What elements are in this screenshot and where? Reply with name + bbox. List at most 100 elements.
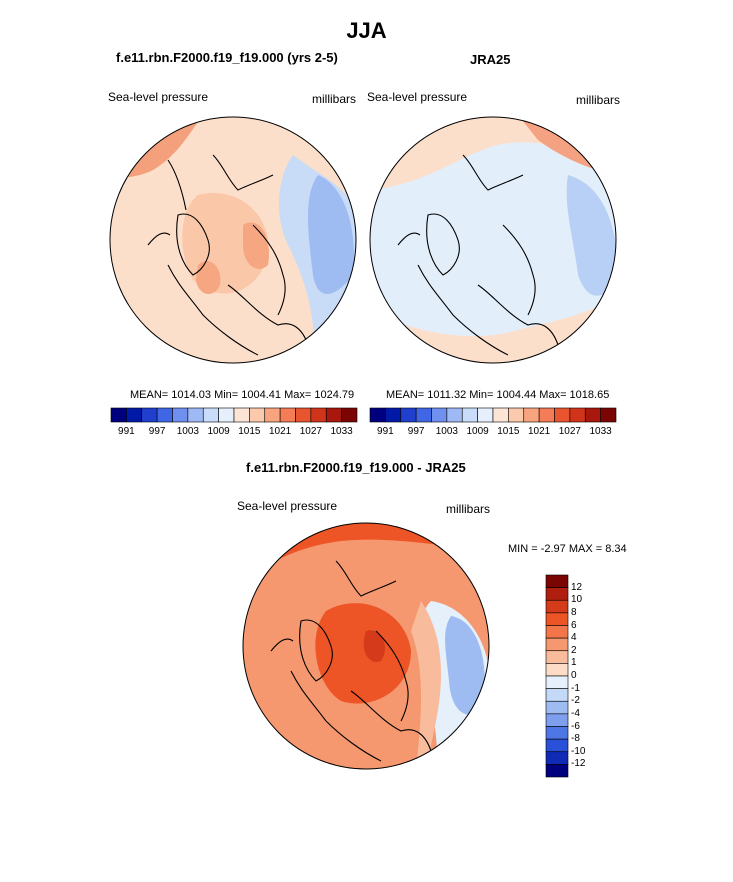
model-variable-label: Sea-level pressure: [108, 90, 209, 104]
colorbar-swatch: [545, 637, 569, 652]
colorbar-swatch: [369, 407, 386, 423]
difference-positive-center-core: [363, 630, 386, 662]
colorbar-swatch: [202, 407, 219, 423]
obs-panel-title: JRA25: [470, 52, 511, 67]
colorbar-swatch: [545, 713, 569, 727]
obs-low-west-region: [566, 175, 616, 296]
colorbar-swatch: [492, 407, 509, 423]
colorbar-tick-label: 1033: [589, 426, 612, 437]
colorbar-tick-label: 1015: [238, 426, 261, 437]
model-siberian-high: [243, 222, 269, 269]
colorbar-swatch: [569, 407, 586, 423]
colorbar-swatch: [545, 587, 569, 601]
colorbar-swatch: [545, 574, 569, 588]
obs-colorbar: [369, 407, 617, 423]
colorbar-swatch: [545, 675, 569, 689]
obs-polar-map: [369, 116, 617, 364]
colorbar-tick-label: 8: [571, 606, 577, 618]
colorbar-swatch: [446, 407, 463, 423]
obs-units-label: millibars: [576, 93, 621, 107]
colorbar-tick-label: 6: [571, 619, 577, 631]
model-colorbar: [110, 407, 358, 423]
colorbar-tick-label: 1021: [269, 426, 292, 437]
colorbar-swatch: [310, 407, 327, 423]
colorbar-tick-label: 12: [571, 581, 583, 593]
colorbar-swatch: [325, 407, 342, 423]
colorbar-swatch: [156, 407, 173, 423]
colorbar-tick-label: -12: [571, 758, 586, 770]
difference-positive-center: [315, 603, 411, 704]
colorbar-swatch: [110, 407, 127, 423]
colorbar-swatch: [141, 407, 158, 423]
colorbar-swatch: [554, 407, 571, 423]
colorbar-swatch: [545, 738, 569, 753]
colorbar-swatch: [545, 764, 569, 778]
colorbar-tick-label: 991: [377, 426, 394, 437]
colorbar-swatch: [545, 612, 569, 626]
model-stats: MEAN= 1014.03 Min= 1004.41 Max= 1024.79: [130, 389, 355, 401]
colorbar-tick-label: 1003: [176, 426, 199, 437]
colorbar-tick-label: 1021: [528, 426, 551, 437]
colorbar-tick-label: 1009: [207, 426, 230, 437]
model-panel-title: f.e11.rbn.F2000.f19_f19.000 (yrs 2-5): [116, 50, 338, 65]
colorbar-swatch: [126, 407, 143, 423]
colorbar-swatch: [385, 407, 402, 423]
colorbar-swatch: [341, 407, 358, 423]
colorbar-swatch: [545, 599, 569, 614]
difference-units-label: millibars: [446, 502, 491, 516]
colorbar-tick-label: 10: [571, 594, 583, 606]
model-coastlines: [147, 154, 309, 356]
colorbar-tick-label: -6: [571, 720, 580, 732]
model-units-label: millibars: [312, 92, 357, 106]
colorbar-swatch: [545, 688, 569, 702]
colorbar-tick-label: 2: [571, 644, 577, 656]
difference-variable-label: Sea-level pressure: [237, 499, 338, 513]
colorbar-swatch: [172, 407, 189, 423]
colorbar-tick-label: -1: [571, 682, 580, 694]
difference-stats: MIN = -2.97 MAX = 8.34: [508, 543, 627, 555]
colorbar-swatch: [584, 407, 601, 423]
colorbar-swatch: [415, 407, 432, 423]
colorbar-swatch: [600, 407, 617, 423]
colorbar-tick-label: 997: [148, 426, 166, 437]
colorbar-swatch: [545, 663, 569, 677]
colorbar-swatch: [279, 407, 296, 423]
colorbar-swatch: [538, 407, 555, 423]
colorbar-tick-label: 1027: [558, 426, 581, 437]
colorbar-tick-label: 991: [118, 426, 135, 437]
model-polar-map: [109, 116, 357, 364]
colorbar-tick-label: 1033: [330, 426, 353, 437]
colorbar-swatch: [477, 407, 494, 423]
colorbar-tick-label: -4: [571, 707, 580, 719]
colorbar-tick-label: 1015: [497, 426, 520, 437]
obs-variable-label: Sea-level pressure: [367, 90, 468, 104]
colorbar-swatch: [187, 407, 204, 423]
colorbar-swatch: [508, 407, 525, 423]
difference-polar-map: [242, 522, 490, 770]
colorbar-swatch: [523, 407, 540, 423]
colorbar-tick-label: -8: [571, 733, 580, 745]
model-greenland-high: [196, 261, 221, 295]
colorbar-swatch: [249, 407, 266, 423]
colorbar-tick-label: 1003: [435, 426, 458, 437]
model-low-core: [308, 175, 354, 294]
colorbar-tick-label: -2: [571, 695, 580, 707]
colorbar-swatch: [218, 407, 235, 423]
colorbar-swatch: [400, 407, 417, 423]
colorbar-swatch: [545, 700, 569, 715]
colorbar-tick-label: 1027: [299, 426, 322, 437]
colorbar-tick-label: 0: [571, 670, 577, 681]
colorbar-swatch: [545, 726, 569, 740]
colorbar-swatch: [545, 625, 569, 639]
difference-weak-positive-band: [411, 601, 441, 769]
figure-title: JJA: [346, 18, 387, 43]
colorbar-swatch: [233, 407, 250, 423]
colorbar-swatch: [431, 407, 448, 423]
colorbar-swatch: [264, 407, 281, 423]
colorbar-tick-label: -10: [571, 745, 586, 757]
colorbar-swatch: [461, 407, 478, 423]
obs-stats: MEAN= 1011.32 Min= 1004.44 Max= 1018.65: [386, 389, 610, 401]
colorbar-swatch: [295, 407, 312, 423]
colorbar-tick-label: 4: [571, 632, 577, 644]
colorbar-swatch: [545, 650, 569, 664]
